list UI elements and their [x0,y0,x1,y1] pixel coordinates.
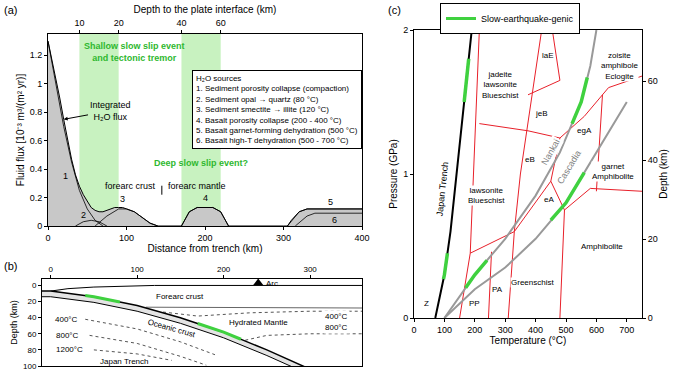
svg-text:Shallow slow slip eventand tec: Shallow slow slip eventand tectonic trem… [84,41,185,63]
svg-text:6: 6 [332,215,337,225]
svg-text:Hydrated Mantle: Hydrated Mantle [229,318,288,327]
svg-text:500: 500 [558,325,573,335]
svg-text:1.2: 1.2 [30,50,43,60]
svg-text:PP: PP [469,299,480,308]
svg-text:Depth (km): Depth (km) [9,300,19,345]
svg-text:Japan Trench: Japan Trench [435,161,451,216]
svg-text:40: 40 [27,313,36,322]
svg-text:forearc mantle: forearc mantle [168,181,226,191]
svg-text:20: 20 [114,18,124,28]
svg-text:0: 0 [648,313,653,323]
svg-text:0: 0 [403,313,408,323]
svg-text:10: 10 [74,18,84,28]
svg-text:jadeitelawsoniteBlueschist: jadeitelawsoniteBlueschist [482,70,519,100]
svg-text:700: 700 [619,325,634,335]
svg-text:Z: Z [424,299,429,308]
svg-text:zoisiteamphiboleEclogite: zoisiteamphiboleEclogite [601,51,638,81]
svg-text:0: 0 [48,265,53,274]
svg-text:Cascadia: Cascadia [555,148,583,185]
svg-text:(b): (b) [4,260,17,272]
svg-text:4: 4 [203,193,208,203]
svg-text:40: 40 [176,18,186,28]
svg-text:Pressure (GPa): Pressure (GPa) [388,139,399,208]
svg-text:Distance from trench (km): Distance from trench (km) [147,243,262,254]
svg-text:Depth to the plate interface (: Depth to the plate interface (km) [134,4,277,15]
svg-text:H₂O sources1. Sediment porosit: H₂O sources1. Sediment porosity collapse… [196,74,358,145]
svg-text:0: 0 [37,221,42,231]
svg-text:Forearc crust: Forearc crust [156,292,204,301]
svg-text:Oceanic crust: Oceanic crust [147,317,197,339]
svg-text:1: 1 [63,171,68,181]
svg-text:1: 1 [403,169,408,179]
svg-text:40: 40 [648,155,658,165]
svg-text:(a): (a) [4,4,17,16]
svg-text:1: 1 [37,79,42,89]
svg-text:400°C: 400°C [55,315,78,324]
svg-text:Deep slow slip event?: Deep slow slip event? [154,158,248,168]
svg-text:0: 0 [32,281,37,290]
svg-text:PA: PA [492,285,503,294]
svg-text:20: 20 [27,297,36,306]
svg-text:Depth (km): Depth (km) [658,149,669,198]
svg-text:2: 2 [81,210,86,220]
svg-text:jeB: jeB [535,109,548,118]
svg-text:600: 600 [589,325,604,335]
svg-text:400°C: 400°C [325,312,348,321]
svg-text:laE: laE [542,51,554,60]
svg-text:400: 400 [354,233,369,243]
svg-text:Slow-earthquake-genic: Slow-earthquake-genic [481,14,574,24]
svg-text:0: 0 [411,325,416,335]
svg-text:300: 300 [276,233,291,243]
svg-text:Fluid flux [10⁻³ m³/(m² yr)]: Fluid flux [10⁻³ m³/(m² yr)] [15,74,26,187]
svg-text:0.2: 0.2 [30,193,43,203]
svg-text:0: 0 [45,233,50,243]
svg-text:800°C: 800°C [56,331,79,340]
svg-text:lawsoniteBlueschist: lawsoniteBlueschist [468,186,505,205]
svg-text:2: 2 [403,25,408,35]
svg-text:20: 20 [648,234,658,244]
svg-text:eB: eB [525,155,535,164]
svg-text:60: 60 [27,330,36,339]
svg-text:200: 200 [197,233,212,243]
svg-text:3: 3 [120,194,125,204]
svg-text:60: 60 [648,76,658,86]
svg-text:400: 400 [528,325,543,335]
svg-text:0.4: 0.4 [30,164,43,174]
svg-text:egA: egA [577,126,592,135]
svg-text:Arc: Arc [266,279,278,288]
svg-text:forearc crust: forearc crust [105,181,156,191]
svg-text:100: 100 [437,325,452,335]
svg-text:(c): (c) [388,4,401,16]
svg-text:Nankai: Nankai [539,137,561,166]
svg-text:300: 300 [303,265,317,274]
svg-text:100: 100 [130,265,144,274]
svg-text:garnetAmphibolite: garnetAmphibolite [592,162,634,181]
svg-text:1200°C: 1200°C [56,345,83,354]
svg-text:Temperature (°C): Temperature (°C) [490,335,567,346]
svg-text:0.8: 0.8 [30,107,43,117]
svg-text:Greenschist: Greenschist [511,278,554,287]
svg-text:60: 60 [216,18,226,28]
svg-text:Japan Trench: Japan Trench [100,357,148,366]
svg-text:0.6: 0.6 [30,136,43,146]
svg-text:IntegratedH₂O flux: IntegratedH₂O flux [90,100,131,122]
svg-text:300: 300 [498,325,513,335]
svg-text:200: 200 [217,265,231,274]
svg-text:eA: eA [544,195,554,204]
svg-text:80: 80 [27,346,36,355]
svg-text:200: 200 [467,325,482,335]
svg-text:800°C: 800°C [325,323,348,332]
svg-text:5: 5 [328,197,333,207]
svg-text:100: 100 [119,233,134,243]
svg-text:100: 100 [23,362,37,371]
svg-text:Amphibolite: Amphibolite [581,242,623,251]
